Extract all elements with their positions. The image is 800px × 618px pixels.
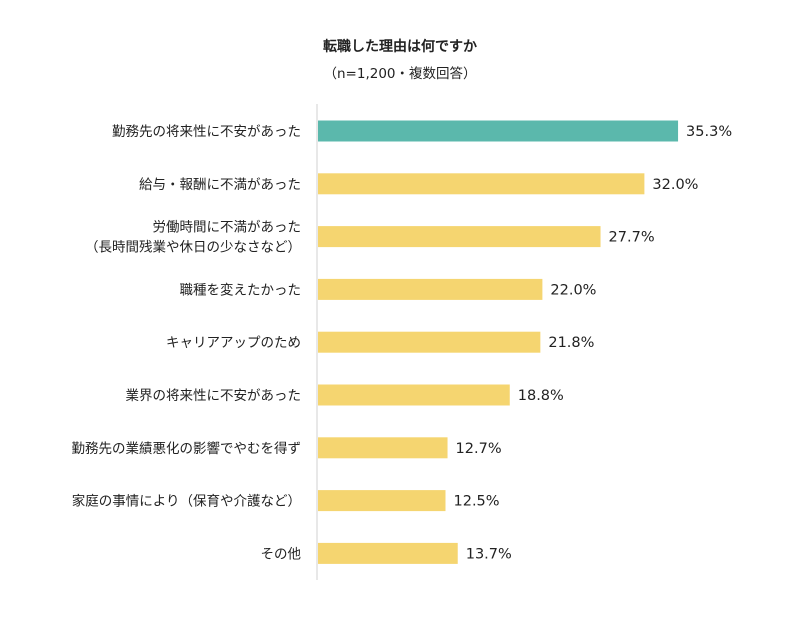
value-label-8: 12.5% xyxy=(454,494,500,510)
bar-9 xyxy=(318,542,458,564)
value-label-5: 21.8% xyxy=(548,335,594,351)
value-label-1: 35.3% xyxy=(686,124,732,140)
bar-4 xyxy=(318,278,543,300)
bar-7 xyxy=(318,437,448,459)
value-label-3: 27.7% xyxy=(609,230,655,246)
category-label-5: キャリアアップのため xyxy=(166,335,301,351)
bar-2 xyxy=(318,173,645,195)
bar-6 xyxy=(318,384,510,406)
category-label-2: 給与・報酬に不満があった xyxy=(139,177,301,193)
value-label-4: 22.0% xyxy=(550,282,596,298)
chart-subtitle: （n=1,200・複数回答） xyxy=(323,66,477,82)
value-label-6: 18.8% xyxy=(518,388,564,404)
category-label-6: 業界の将来性に不安があった xyxy=(126,388,302,404)
bar-1 xyxy=(318,120,679,142)
category-label-4: 職種を変えたかった xyxy=(180,281,302,298)
category-label-1: 勤務先の将来性に不安があった xyxy=(112,124,301,140)
value-label-9: 13.7% xyxy=(466,546,512,562)
bar-5 xyxy=(318,331,541,353)
bar-8 xyxy=(318,490,446,512)
chart-title: 転職した理由は何ですか xyxy=(323,39,477,55)
category-label-3-line-2: （長時間残業や休日の少なさなど） xyxy=(85,240,301,256)
category-label-8: 家庭の事情により（保育や介護など） xyxy=(72,493,301,510)
category-label-9: その他 xyxy=(261,546,302,562)
category-label-7: 勤務先の業績悪化の影響でやむを得ず xyxy=(72,440,302,457)
category-label-3-line-1: 労働時間に不満があった xyxy=(153,220,302,236)
bar-3 xyxy=(318,226,601,248)
value-label-7: 12.7% xyxy=(456,441,502,457)
value-label-2: 32.0% xyxy=(652,177,698,193)
